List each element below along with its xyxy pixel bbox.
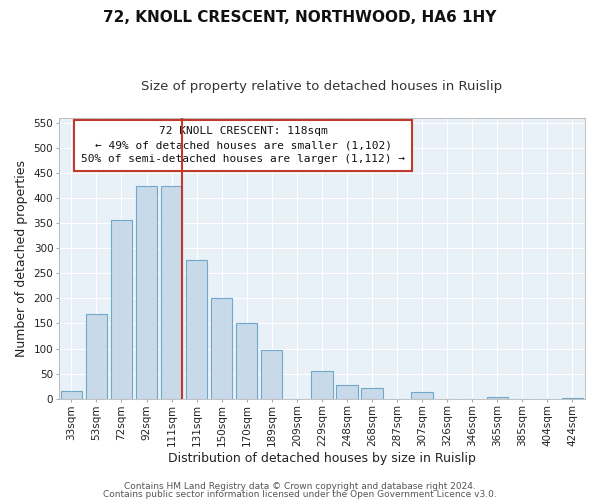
- Bar: [361, 388, 383, 399]
- Bar: [261, 350, 283, 399]
- Bar: [211, 298, 232, 399]
- Bar: [337, 384, 358, 399]
- Y-axis label: Number of detached properties: Number of detached properties: [15, 160, 28, 357]
- Bar: [161, 186, 182, 399]
- Bar: [86, 314, 107, 399]
- Bar: [61, 391, 82, 399]
- Bar: [111, 220, 132, 399]
- Bar: [487, 398, 508, 399]
- Bar: [311, 371, 332, 399]
- Text: Contains HM Land Registry data © Crown copyright and database right 2024.: Contains HM Land Registry data © Crown c…: [124, 482, 476, 491]
- Text: 72 KNOLL CRESCENT: 118sqm
← 49% of detached houses are smaller (1,102)
50% of se: 72 KNOLL CRESCENT: 118sqm ← 49% of detac…: [81, 126, 405, 164]
- Text: Contains public sector information licensed under the Open Government Licence v3: Contains public sector information licen…: [103, 490, 497, 499]
- X-axis label: Distribution of detached houses by size in Ruislip: Distribution of detached houses by size …: [168, 452, 476, 465]
- Bar: [236, 324, 257, 399]
- Bar: [136, 186, 157, 399]
- Bar: [412, 392, 433, 399]
- Bar: [562, 398, 583, 399]
- Title: Size of property relative to detached houses in Ruislip: Size of property relative to detached ho…: [142, 80, 502, 93]
- Bar: [186, 260, 208, 399]
- Text: 72, KNOLL CRESCENT, NORTHWOOD, HA6 1HY: 72, KNOLL CRESCENT, NORTHWOOD, HA6 1HY: [103, 10, 497, 25]
